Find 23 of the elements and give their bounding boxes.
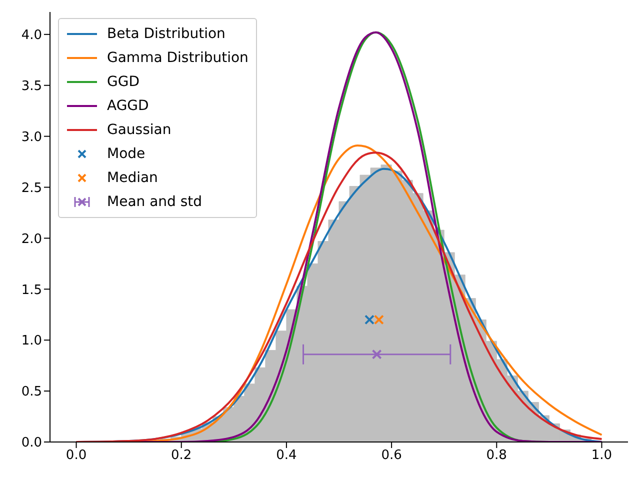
legend-label: Gamma Distribution xyxy=(107,49,248,68)
legend-label: Mean and std xyxy=(107,193,202,212)
y-tick-label: 2.0 xyxy=(21,232,42,247)
x-tick-label: 0.8 xyxy=(486,448,507,464)
y-tick-label: 2.5 xyxy=(21,180,42,196)
legend-label: Median xyxy=(107,169,158,188)
x-tick-label: 0.0 xyxy=(66,448,87,464)
y-tick-label: 4.0 xyxy=(21,28,42,44)
legend-label: GGD xyxy=(107,73,140,92)
y-tick-label: 3.0 xyxy=(21,130,42,145)
x-tick-label: 0.2 xyxy=(171,448,192,464)
x-tick-label: 0.6 xyxy=(381,448,402,464)
y-tick-label: 1.0 xyxy=(21,334,42,349)
legend-label: Beta Distribution xyxy=(107,25,226,44)
x-tick-label: 1.0 xyxy=(591,448,612,464)
legend-label: AGGD xyxy=(107,97,149,116)
legend-label: Mode xyxy=(107,145,146,164)
y-tick-label: 0.0 xyxy=(21,436,42,451)
y-tick-label: 1.5 xyxy=(21,282,42,298)
x-tick-label: 0.4 xyxy=(276,448,297,464)
y-tick-label: 3.5 xyxy=(21,78,42,94)
y-tick-label: 0.5 xyxy=(21,384,42,400)
legend-label: Gaussian xyxy=(107,121,172,140)
